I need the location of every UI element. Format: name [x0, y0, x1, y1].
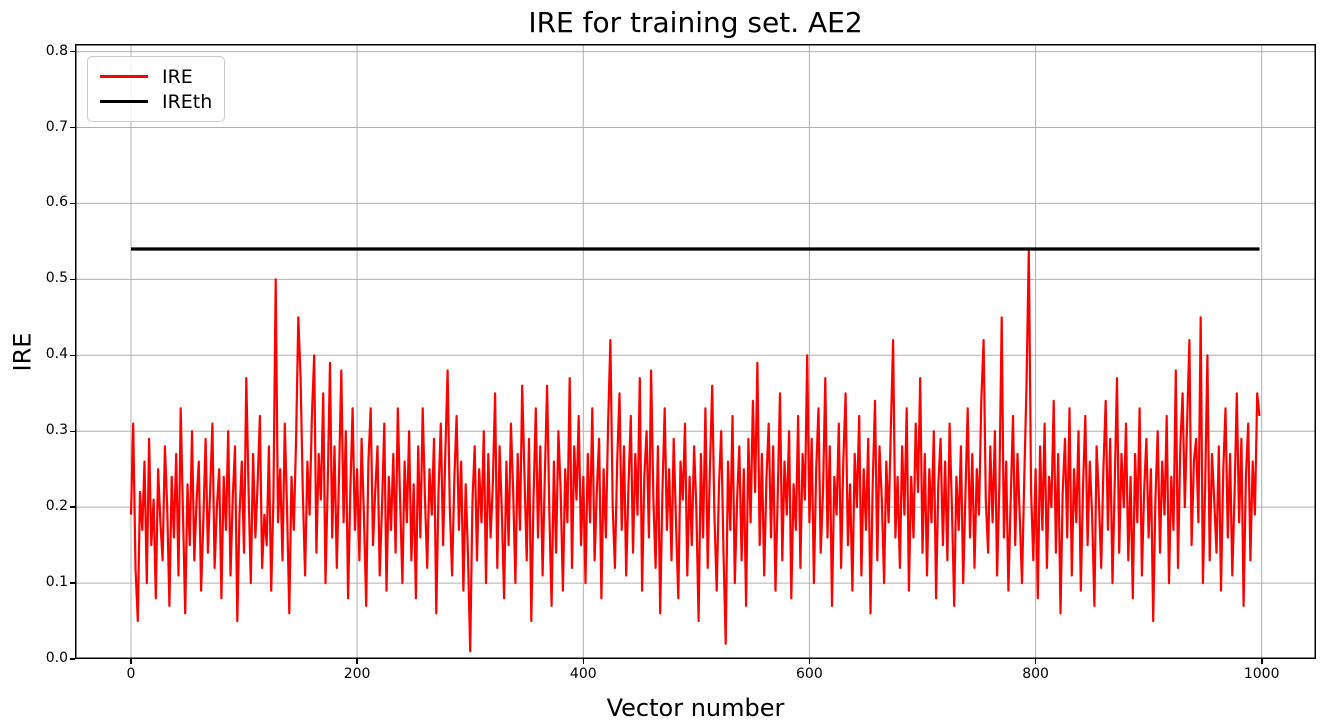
x-tick-mark [130, 659, 132, 664]
x-tick-label: 1000 [1243, 666, 1280, 682]
x-tick-mark [582, 659, 584, 664]
y-tick-label: 0.2 [45, 498, 68, 515]
y-tick-mark [70, 126, 75, 129]
x-tick-label: 200 [343, 666, 371, 682]
y-axis-label: IRE [8, 332, 37, 371]
y-tick-label: 0.4 [45, 346, 68, 363]
y-tick-mark [70, 354, 75, 356]
legend-line-ire [100, 75, 148, 78]
legend-label-ire: IRE [162, 65, 193, 88]
x-tick-label: 400 [569, 666, 597, 682]
plot-spines [75, 44, 1316, 659]
y-tick-label: 0.8 [45, 42, 68, 59]
y-tick-label: 0.1 [45, 574, 68, 591]
x-tick-mark [1261, 659, 1263, 664]
y-tick-label: 0.5 [45, 270, 68, 287]
y-tick-mark [70, 582, 75, 584]
y-tick-label: 0.0 [45, 650, 68, 666]
y-axis-label-wrap: IRE [6, 44, 38, 659]
y-tick-mark [70, 430, 75, 432]
x-tick-mark [1034, 659, 1037, 664]
legend-label-ireth: IREth [162, 90, 213, 113]
x-tick-mark [808, 659, 811, 664]
y-tick-mark [70, 658, 75, 660]
y-tick-label: 0.6 [45, 194, 68, 211]
y-tick-mark [70, 50, 75, 53]
legend-item-ire: IRE [100, 64, 212, 89]
x-tick-mark [356, 659, 358, 664]
x-tick-label: 800 [1022, 666, 1049, 682]
y-tick-mark [70, 506, 75, 508]
y-tick-mark [70, 278, 75, 281]
x-tick-label: 0 [126, 666, 136, 682]
x-axis-label: Vector number [606, 694, 785, 722]
y-tick-label: 0.7 [45, 118, 68, 135]
plot-area [75, 44, 1316, 659]
legend-line-ireth [100, 100, 148, 103]
chart-title: IRE for training set. AE2 [528, 6, 863, 39]
y-tick-label: 0.3 [45, 422, 68, 439]
y-tick-mark [70, 202, 75, 205]
legend-item-ireth: IREth [100, 89, 212, 114]
legend: IRE IREth [87, 56, 226, 122]
ire-line [129, 247, 1261, 653]
x-tick-label: 600 [796, 666, 823, 682]
